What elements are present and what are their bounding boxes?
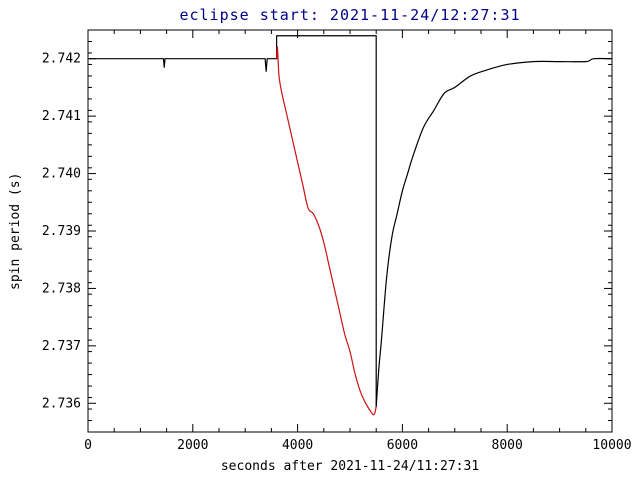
series-eclipse-spin-down: [276, 46, 377, 416]
y-tick-label: 2.741: [42, 109, 81, 124]
y-tick-label: 2.737: [42, 339, 81, 354]
series-eclipse-interval-marker: [276, 35, 377, 407]
x-tick-label: 10000: [592, 438, 631, 453]
series-post-eclipse-recovery: [375, 57, 613, 407]
series-pre-eclipse-baseline: [87, 58, 278, 72]
y-axis-label: spin period (s): [8, 172, 23, 290]
x-tick-label: 2000: [177, 438, 208, 453]
x-tick-label: 8000: [492, 438, 523, 453]
x-axis-label: seconds after 2021-11-24/11:27:31: [220, 459, 480, 474]
y-tick-label: 2.740: [42, 167, 81, 182]
y-tick-label: 2.739: [42, 224, 81, 239]
y-tick-label: 2.738: [42, 281, 81, 296]
x-tick-label: 6000: [387, 438, 418, 453]
axis-box: [87, 29, 613, 433]
x-tick-label: 0: [84, 438, 92, 453]
y-tick-label: 2.742: [42, 52, 81, 67]
y-tick-label: 2.736: [42, 396, 81, 411]
chart-title: eclipse start: 2021-11-24/12:27:31: [179, 6, 521, 24]
x-tick-label: 4000: [282, 438, 313, 453]
